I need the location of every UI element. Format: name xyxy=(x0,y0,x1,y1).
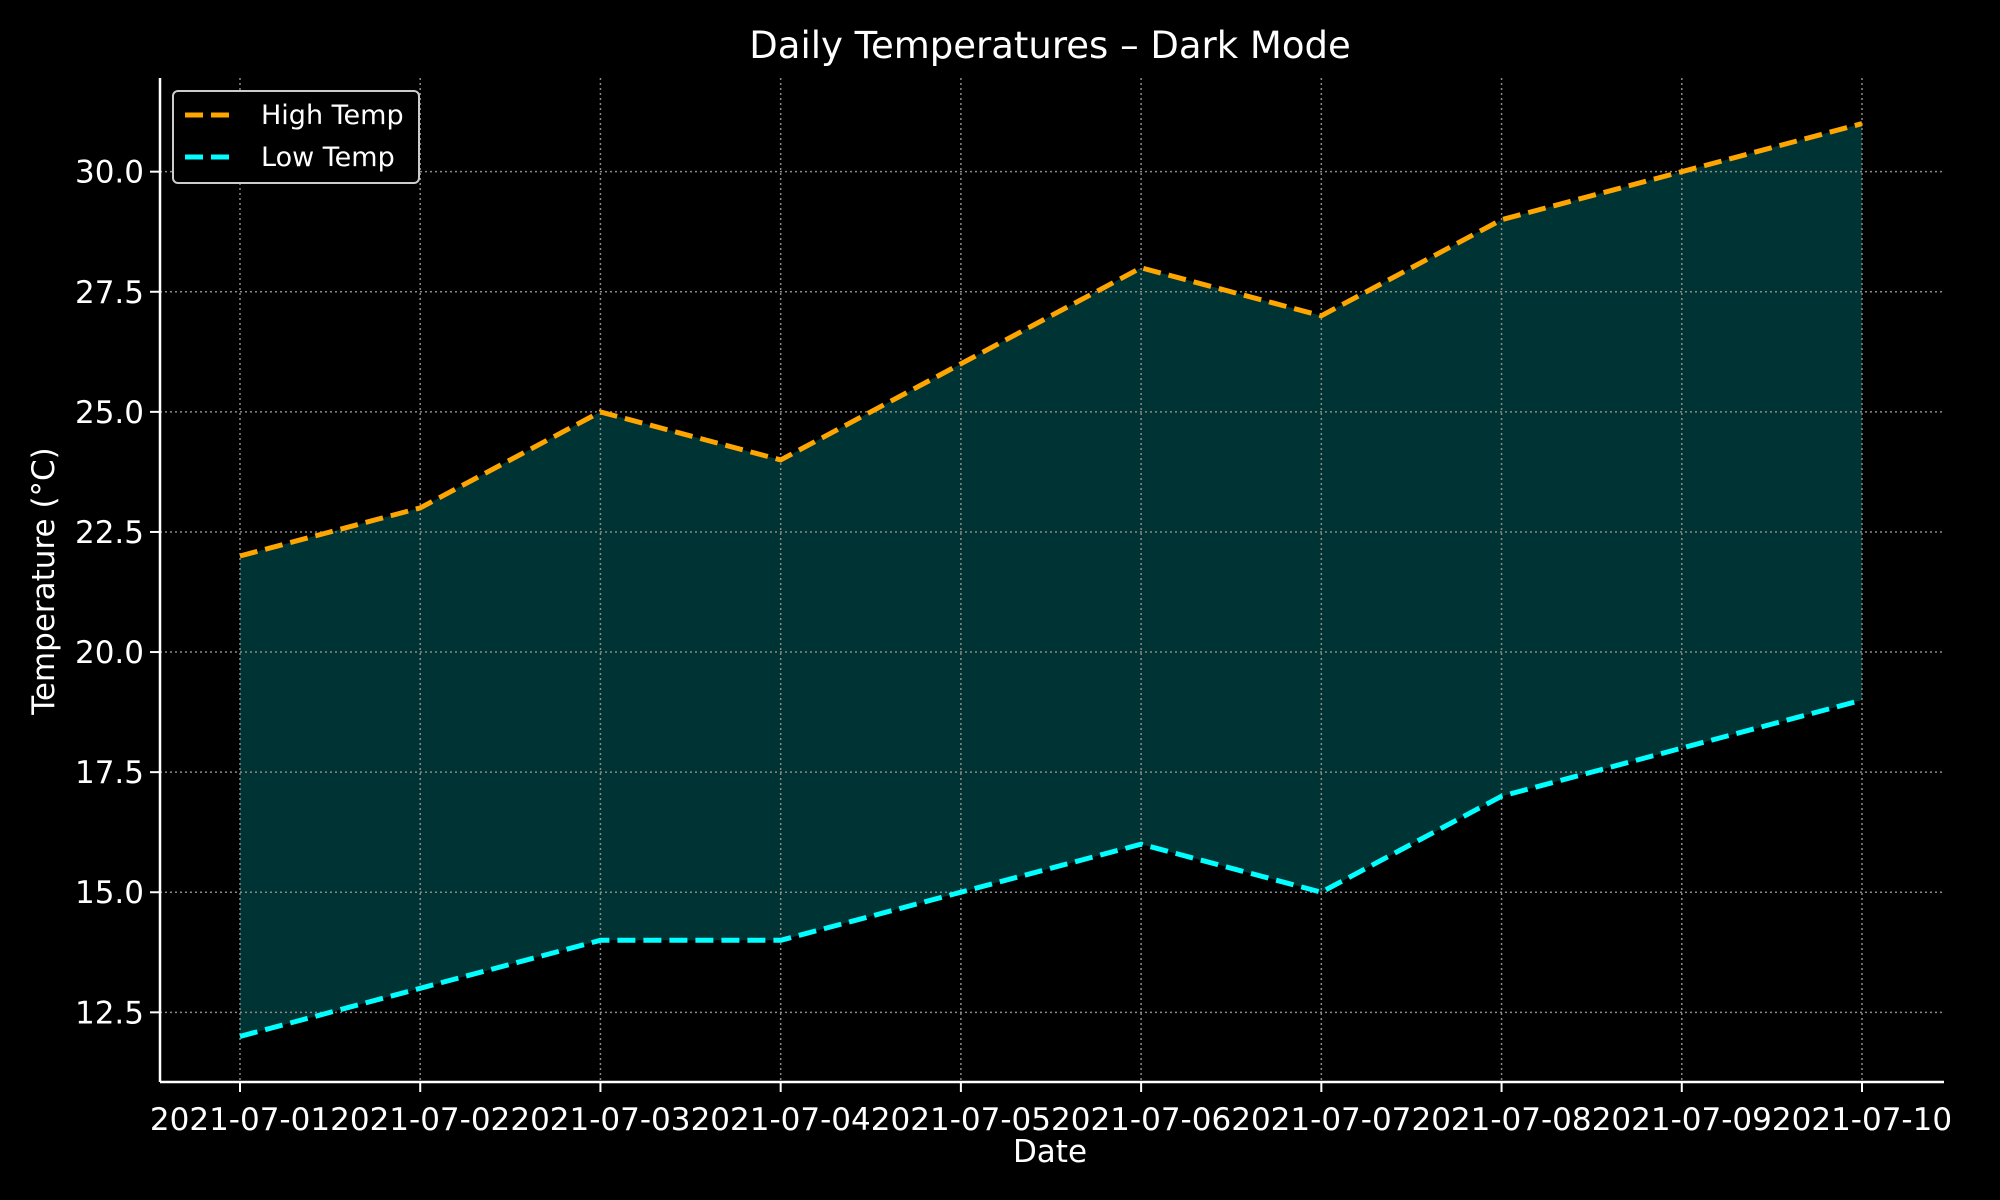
y-tick-label: 15.0 xyxy=(75,875,144,911)
x-tick-label: 2021-07-03 xyxy=(510,1102,690,1138)
x-tick-label: 2021-07-05 xyxy=(871,1102,1051,1138)
y-tick-label: 25.0 xyxy=(75,395,144,431)
y-tick-label: 22.5 xyxy=(75,515,144,551)
high-temp-legend-label: High Temp xyxy=(261,100,404,131)
x-tick-label: 2021-07-10 xyxy=(1772,1102,1952,1138)
legend-frame xyxy=(172,90,420,184)
chart-title: Daily Temperatures – Dark Mode xyxy=(749,24,1350,67)
high-temp-line xyxy=(239,121,1863,559)
x-tick-label: 2021-07-08 xyxy=(1411,1102,1591,1138)
x-axis-label: Date xyxy=(1013,1134,1087,1170)
x-tick-label: 2021-07-09 xyxy=(1592,1102,1772,1138)
x-tick-label: 2021-07-04 xyxy=(691,1102,871,1138)
y-tick-label: 20.0 xyxy=(75,635,144,671)
legend: High Temp Low Temp xyxy=(172,90,420,184)
x-tick-label: 2021-07-01 xyxy=(150,1102,330,1138)
y-tick-label: 27.5 xyxy=(75,275,144,311)
y-axis-label: Temperature (°C) xyxy=(26,447,62,716)
low-temp-line xyxy=(239,697,1863,1039)
temperature-range-fill xyxy=(240,123,1862,1037)
x-tick-label: 2021-07-02 xyxy=(330,1102,510,1138)
x-tick-label: 2021-07-07 xyxy=(1231,1102,1411,1138)
y-tick-label: 12.5 xyxy=(75,995,144,1031)
y-tick-label: 30.0 xyxy=(75,155,144,191)
x-tick-label: 2021-07-06 xyxy=(1051,1102,1231,1138)
low-temp-legend-label: Low Temp xyxy=(261,142,395,173)
y-tick-label: 17.5 xyxy=(75,755,144,791)
plot-area: 2021-07-01 2021-07-02 2021-07-03 2021-07-04… xyxy=(75,78,1952,1138)
